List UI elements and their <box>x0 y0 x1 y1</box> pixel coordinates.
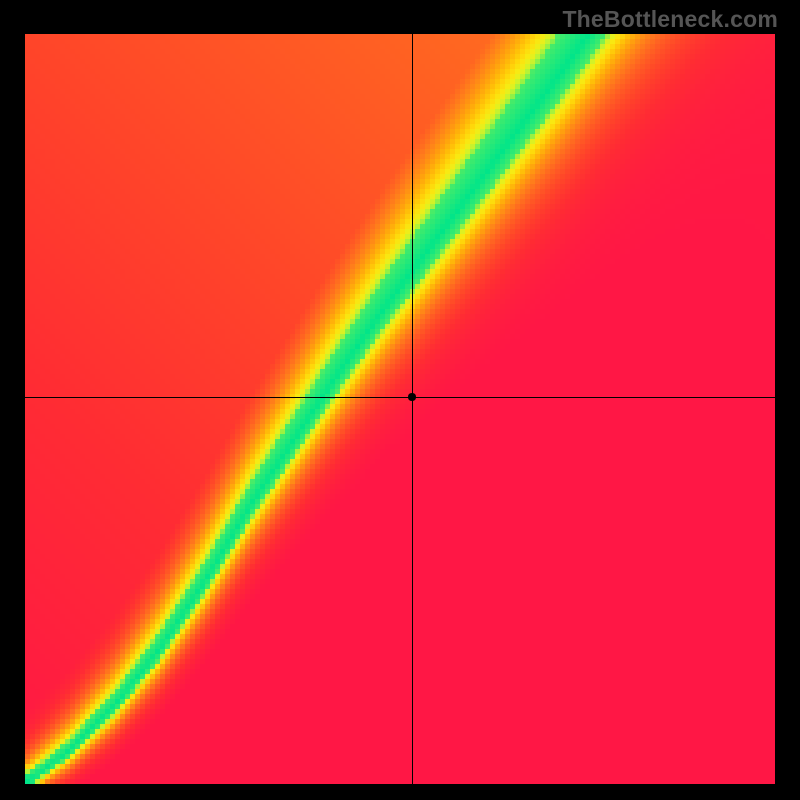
watermark-text: TheBottleneck.com <box>562 6 778 33</box>
figure-root: TheBottleneck.com <box>0 0 800 800</box>
plot-area <box>25 34 775 784</box>
heatmap-canvas <box>25 34 775 784</box>
